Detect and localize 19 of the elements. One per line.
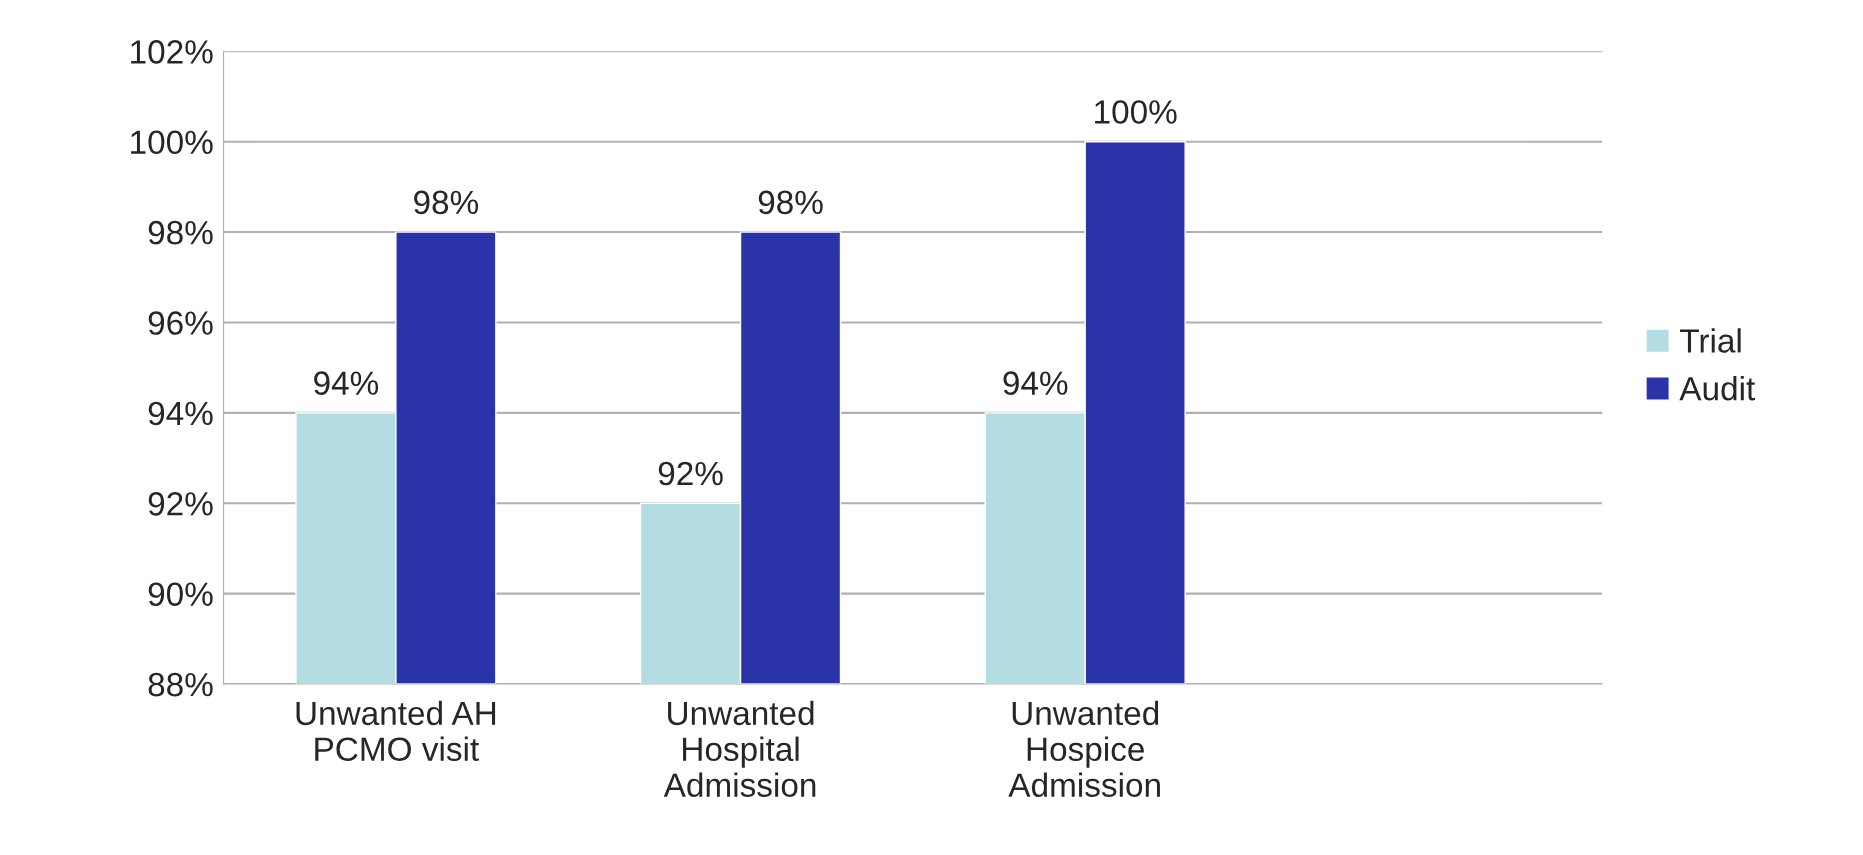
y-tick-label: 96% xyxy=(148,311,213,335)
x-tick-label: Unwanted Hospital Admission xyxy=(663,700,816,797)
x-tick-label: Unwanted AH PCMO visit xyxy=(296,700,496,762)
data-label: 94% xyxy=(1003,371,1068,395)
data-label: 94% xyxy=(314,371,379,395)
data-label: 98% xyxy=(758,190,823,215)
y-tick-label: 98% xyxy=(148,220,213,245)
legend-label: Trial xyxy=(1680,328,1741,353)
data-label: 98% xyxy=(414,190,479,215)
x-tick-label: Unwanted Hospice Admission xyxy=(1008,700,1160,797)
data-label: 100% xyxy=(1095,100,1177,124)
data-label: 92% xyxy=(658,461,723,486)
y-tick-label: 94% xyxy=(148,401,213,426)
y-tick-label: 90% xyxy=(148,582,213,607)
legend-label: Audit xyxy=(1679,375,1756,401)
y-tick-label: 100% xyxy=(131,130,213,155)
y-tick-label: 88% xyxy=(148,672,213,697)
y-tick-label: 102% xyxy=(131,40,213,64)
y-tick-label: 92% xyxy=(148,492,213,516)
